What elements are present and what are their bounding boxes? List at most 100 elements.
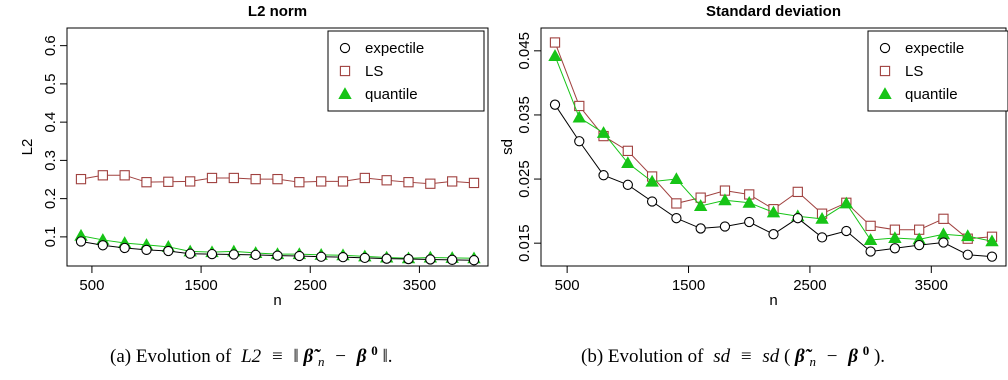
data-point-expectile <box>163 245 174 257</box>
data-point-expectile <box>468 255 480 266</box>
data-point-LS <box>75 173 87 185</box>
data-point-expectile <box>695 223 706 234</box>
caption-a-equiv: ≡ <box>272 346 283 367</box>
data-point-LS <box>250 173 261 185</box>
legend-label-quantile: quantile <box>365 86 418 103</box>
plot-frame <box>66 27 489 267</box>
data-point-quantile <box>985 234 999 247</box>
x-tick-label: 2500 <box>793 277 826 294</box>
data-point-expectile <box>294 250 305 262</box>
caption-b-minus: − <box>827 346 838 367</box>
caption-b-beta: β <box>847 346 858 367</box>
data-point-LS <box>228 172 239 184</box>
y-tick-label: 0.025 <box>516 160 533 198</box>
caption-a-lhs: L2 <box>240 346 262 367</box>
chart-standard-deviation: Standard deviation 500 1500 2500 3500 n 0.015 0… <box>499 3 1008 309</box>
caption-b-paren-close: ). <box>874 346 885 367</box>
data-point-expectile <box>75 236 87 247</box>
legend-marker-quantile <box>878 87 892 99</box>
y-tick-label: 0.015 <box>516 224 533 262</box>
data-point-expectile <box>403 253 414 265</box>
data-point-quantile <box>669 172 684 185</box>
data-point-LS <box>185 176 196 187</box>
data-point-LS <box>337 176 349 187</box>
caption-a-norm-open: ‖ <box>293 346 298 367</box>
caption-b-sub-n: n <box>810 354 817 369</box>
caption-a-beta: β <box>356 346 367 367</box>
data-point-LS <box>403 177 414 188</box>
chart-l2-norm: L2 norm 500 1500 2500 3500 n 0.1 0.2 0.3 0.4 0.5 0.… <box>19 3 489 309</box>
data-point-expectile <box>337 251 349 263</box>
data-point-expectile <box>574 136 585 147</box>
data-point-LS <box>163 176 174 187</box>
x-tick-label: 1500 <box>672 277 705 294</box>
caption-b-fn: sd <box>762 346 779 367</box>
data-point-expectile <box>792 213 803 224</box>
caption-b-paren-open: ( <box>784 346 790 367</box>
chart-title: L2 norm <box>248 3 307 20</box>
y-tick-label: 0.4 <box>42 112 59 133</box>
data-point-expectile <box>250 249 261 261</box>
legend-label-expectile: expectile <box>365 40 424 57</box>
data-point-LS <box>671 198 682 209</box>
caption-b-prefix: (b) Evolution of <box>581 346 704 367</box>
caption-b-sup-0: 0 <box>863 343 870 358</box>
legend-label-expectile: expectile <box>905 40 964 57</box>
data-point-LS <box>294 177 305 188</box>
data-point-quantile <box>936 227 951 240</box>
legend-marker-LS <box>339 65 351 77</box>
y-tick-label: 0.6 <box>42 35 59 56</box>
data-point-quantile <box>766 205 781 218</box>
x-tick-label: 500 <box>79 277 104 294</box>
data-point-quantile <box>548 49 562 61</box>
data-point-LS <box>119 170 130 181</box>
legend-marker-LS <box>879 65 891 77</box>
data-point-LS <box>97 170 108 181</box>
y-tick-label: 0.045 <box>516 32 533 70</box>
data-point-expectile <box>841 225 852 237</box>
data-point-expectile <box>986 251 998 262</box>
caption-a-minus: − <box>335 346 346 367</box>
legend-marker-quantile <box>338 87 352 99</box>
data-point-expectile <box>359 252 370 264</box>
data-point-expectile <box>425 254 436 265</box>
y-tick-label: 0.3 <box>42 150 59 171</box>
data-point-quantile <box>888 231 902 244</box>
data-point-expectile <box>938 237 949 248</box>
data-point-expectile <box>119 242 130 254</box>
legend-label-quantile: quantile <box>905 86 958 103</box>
caption-a: (a) Evolution of L2 ≡ ‖ β̃ n − β 0 ‖. <box>110 339 393 371</box>
data-point-quantile <box>839 196 854 209</box>
data-point-expectile <box>622 179 633 190</box>
data-point-LS <box>447 176 458 187</box>
y-tick-label: 0.2 <box>42 188 59 209</box>
x-axis-label: n <box>769 292 777 309</box>
data-point-quantile <box>596 126 611 138</box>
y-axis-label: sd <box>499 139 516 155</box>
caption-a-sup-0: 0 <box>371 343 378 358</box>
x-tick-label: 3500 <box>403 277 436 294</box>
data-point-expectile <box>316 251 327 262</box>
data-point-quantile <box>645 174 659 187</box>
caption-b-equiv: ≡ <box>741 346 752 367</box>
y-tick-label: 0.5 <box>42 73 59 94</box>
legend-marker-expectile <box>879 42 891 54</box>
data-point-expectile <box>889 243 901 254</box>
legend-label-LS: LS <box>365 63 383 80</box>
data-point-LS <box>468 177 480 189</box>
data-point-expectile <box>719 221 731 232</box>
data-point-expectile <box>272 250 283 261</box>
data-point-LS <box>938 213 949 224</box>
data-point-expectile <box>744 216 755 228</box>
legend-label-LS: LS <box>905 63 923 80</box>
data-point-LS <box>622 145 633 156</box>
data-point-expectile <box>185 248 196 259</box>
data-point-expectile <box>97 240 108 251</box>
caption-b-lhs: sd <box>713 346 730 367</box>
legend-box <box>327 30 485 112</box>
x-tick-label: 2500 <box>294 277 327 294</box>
caption-b: (b) Evolution of sd ≡ sd ( β̃ n − β 0 ). <box>581 339 885 371</box>
caption-a-prefix: (a) Evolution of <box>110 346 232 367</box>
legend-box <box>867 30 1008 112</box>
